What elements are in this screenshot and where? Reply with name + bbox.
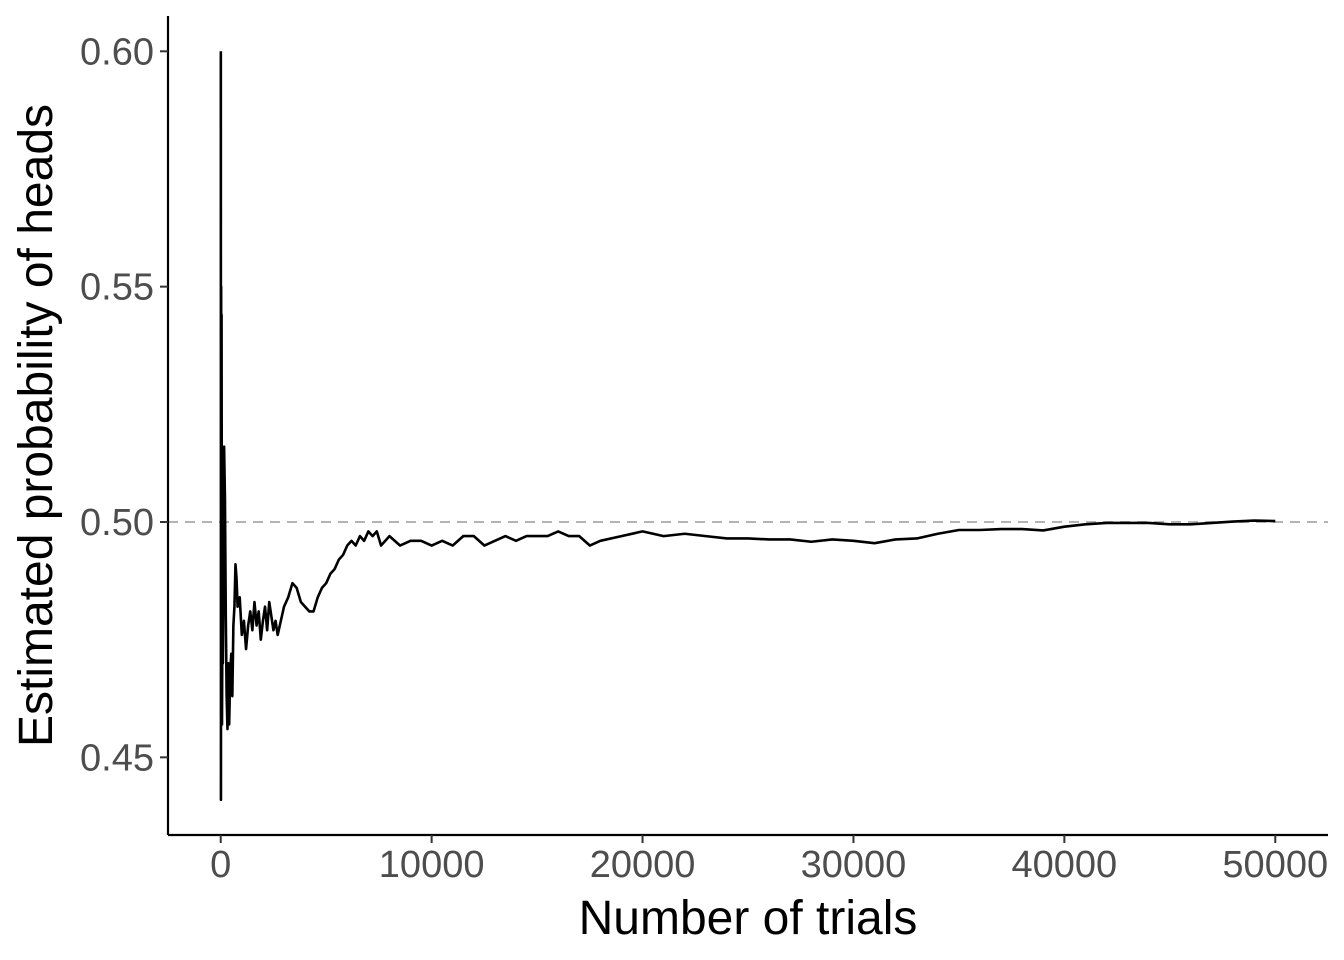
x-tick-label: 40000 bbox=[1012, 844, 1118, 886]
y-tick-label: 0.50 bbox=[80, 502, 154, 544]
x-axis-title: Number of trials bbox=[579, 892, 918, 945]
x-tick-label: 50000 bbox=[1222, 844, 1328, 886]
series-line-1 bbox=[219, 51, 1276, 802]
x-tick-label: 10000 bbox=[379, 844, 485, 886]
y-tick-label: 0.60 bbox=[80, 31, 154, 73]
x-tick-label: 30000 bbox=[801, 844, 907, 886]
x-tick-label: 20000 bbox=[590, 844, 696, 886]
y-tick-label: 0.45 bbox=[80, 737, 154, 779]
y-tick-label: 0.55 bbox=[80, 267, 154, 309]
x-tick-label: 0 bbox=[210, 844, 231, 886]
y-axis-title: Estimated probability of heads bbox=[10, 104, 63, 747]
